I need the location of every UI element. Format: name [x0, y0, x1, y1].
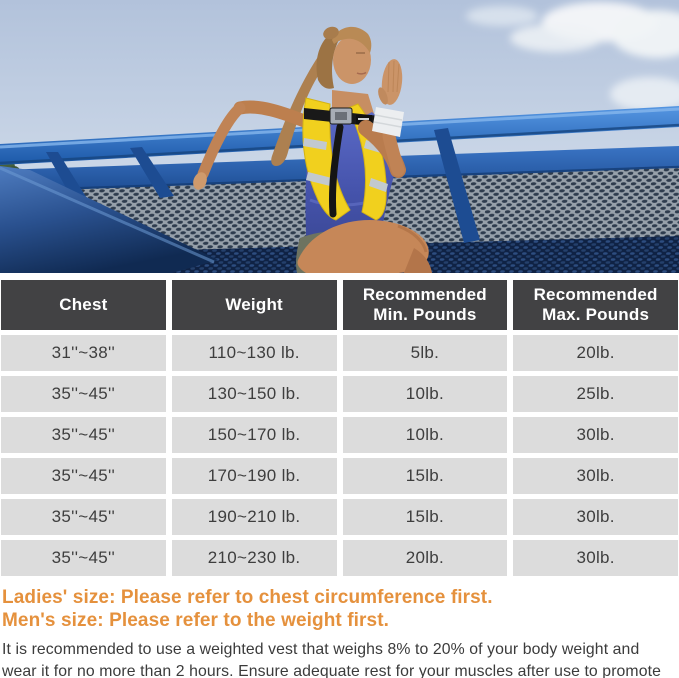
clouds: [466, 2, 679, 111]
cell-weight: 130~150 lb.: [171, 376, 337, 412]
table-row: 35''~45'' 170~190 lb. 15lb. 30lb.: [1, 458, 678, 494]
cell-weight: 110~130 lb.: [171, 335, 337, 371]
cell-min-pounds: 20lb.: [342, 540, 508, 576]
cell-weight: 190~210 lb.: [171, 499, 337, 535]
cell-max-pounds: 30lb.: [513, 540, 678, 576]
cell-chest: 35''~45'': [1, 458, 166, 494]
cell-max-pounds: 25lb.: [513, 376, 678, 412]
cell-weight: 170~190 lb.: [171, 458, 337, 494]
ponytail: [271, 48, 330, 166]
cell-min-pounds: 10lb.: [342, 376, 508, 412]
reflective-stripes: [303, 138, 388, 192]
cell-weight: 150~170 lb.: [171, 417, 337, 453]
strap-tail: [328, 123, 344, 218]
hero-photo: [0, 0, 679, 273]
forward-hand: [381, 59, 403, 105]
usage-recommendation: It is recommended to use a weighted vest…: [2, 641, 661, 678]
cell-max-pounds: 30lb.: [513, 499, 678, 535]
header-chest: Chest: [1, 280, 166, 330]
weighted-vest: [302, 97, 388, 221]
size-chart-table: Chest Weight Recommended Min. Pounds Rec…: [1, 280, 678, 576]
cell-min-pounds: 10lb.: [342, 417, 508, 453]
cell-min-pounds: 5lb.: [342, 335, 508, 371]
thigh: [297, 220, 429, 273]
header-weight: Weight: [171, 280, 337, 330]
ladies-size-note: Ladies' size: Please refer to chest circ…: [2, 587, 493, 608]
table-row: 35''~45'' 150~170 lb. 10lb. 30lb.: [1, 417, 678, 453]
header-max-pounds: Recommended Max. Pounds: [513, 280, 678, 330]
table-row: 31''~38'' 110~130 lb. 5lb. 20lb.: [1, 335, 678, 371]
cell-min-pounds: 15lb.: [342, 458, 508, 494]
wristband: [372, 107, 404, 137]
table-row: 35''~45'' 210~230 lb. 20lb. 30lb.: [1, 540, 678, 576]
footnotes: Ladies' size: Please refer to chest circ…: [2, 586, 677, 678]
trailing-hand: [193, 172, 207, 190]
forward-arm: [358, 59, 406, 178]
cell-chest: 35''~45'': [1, 376, 166, 412]
runner: [193, 26, 432, 273]
cell-max-pounds: 30lb.: [513, 458, 678, 494]
cell-chest: 35''~45'': [1, 540, 166, 576]
cell-weight: 210~230 lb.: [171, 540, 337, 576]
table-row: 35''~45'' 130~150 lb. 10lb. 25lb.: [1, 376, 678, 412]
cell-max-pounds: 20lb.: [513, 335, 678, 371]
header-min-pounds: Recommended Min. Pounds: [342, 280, 508, 330]
table-row: 35''~45'' 190~210 lb. 15lb. 30lb.: [1, 499, 678, 535]
cell-chest: 31''~38'': [1, 335, 166, 371]
cell-max-pounds: 30lb.: [513, 417, 678, 453]
head: [316, 26, 372, 89]
cell-chest: 35''~45'': [1, 417, 166, 453]
table-header-row: Chest Weight Recommended Min. Pounds Rec…: [1, 280, 678, 330]
railing-posts: [46, 128, 480, 243]
cell-chest: 35''~45'': [1, 499, 166, 535]
cell-min-pounds: 15lb.: [342, 499, 508, 535]
mens-size-note: Men's size: Please refer to the weight f…: [2, 610, 390, 631]
